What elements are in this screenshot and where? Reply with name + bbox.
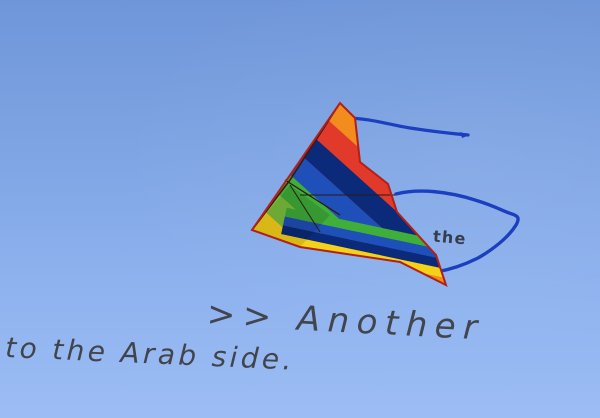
tail-streamer-upper [343,116,470,137]
tail-streamer-right [394,189,520,274]
overlay-word-the: the [432,226,468,249]
